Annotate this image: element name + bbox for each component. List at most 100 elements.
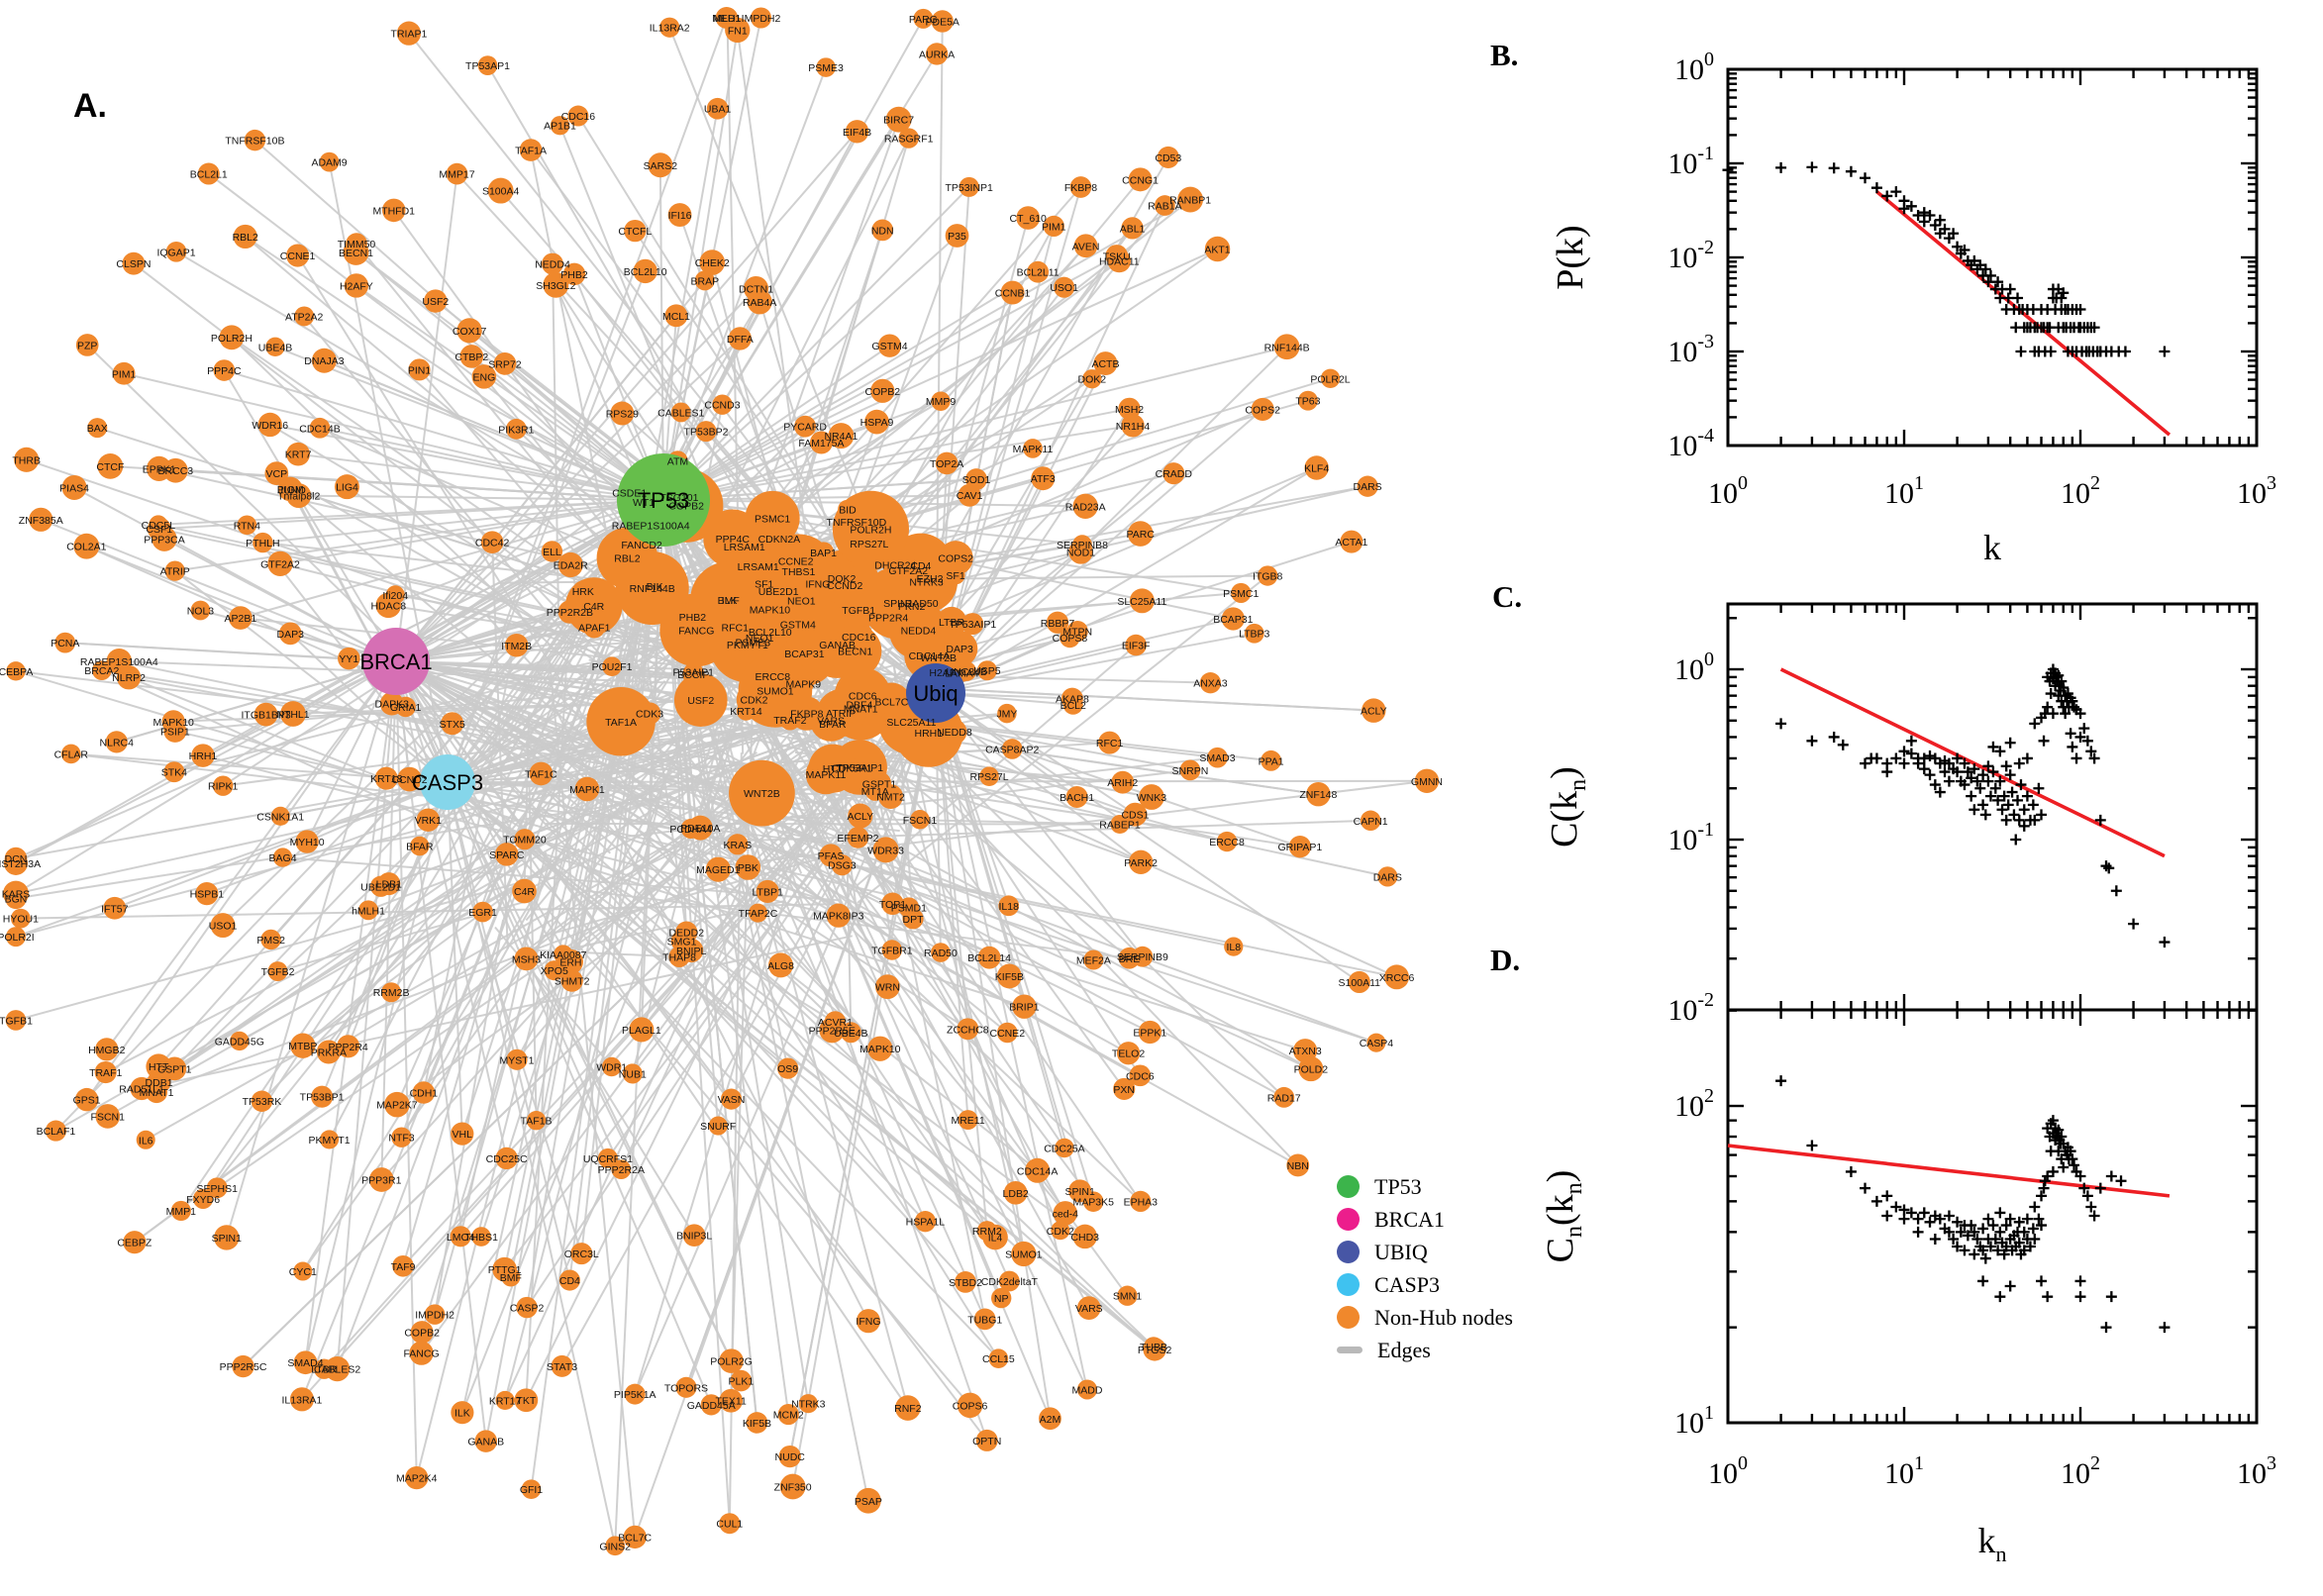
- svg-text:VARS: VARS: [817, 716, 845, 728]
- svg-text:CSNK1A1: CSNK1A1: [256, 811, 304, 823]
- svg-text:ATF3: ATF3: [1031, 473, 1056, 485]
- svg-text:kn: kn: [1978, 1521, 2007, 1566]
- svg-text:GFI1: GFI1: [520, 1484, 543, 1496]
- svg-text:THBS1: THBS1: [464, 1232, 498, 1244]
- svg-text:GINS2: GINS2: [599, 1541, 631, 1552]
- svg-text:KLF4: KLF4: [1304, 463, 1329, 475]
- svg-text:CDH1: CDH1: [410, 1088, 439, 1100]
- svg-text:ACLY: ACLY: [847, 811, 873, 823]
- svg-text:PZP: PZP: [77, 340, 97, 351]
- svg-text:TEX11: TEX11: [716, 1396, 747, 1408]
- svg-text:SHMT2: SHMT2: [555, 976, 590, 988]
- svg-text:NBN: NBN: [1287, 1160, 1309, 1172]
- svg-text:SRP72: SRP72: [488, 358, 521, 370]
- svg-text:SPIN1: SPIN1: [212, 1233, 243, 1245]
- svg-text:KRT17: KRT17: [489, 1395, 522, 1407]
- node-swatch-icon: [1337, 1208, 1360, 1231]
- svg-text:FANCG: FANCG: [403, 1348, 439, 1360]
- svg-text:CSDE1: CSDE1: [612, 487, 647, 499]
- svg-text:CDC14A: CDC14A: [909, 650, 950, 662]
- svg-text:DBF4: DBF4: [846, 699, 872, 711]
- svg-text:SPARC: SPARC: [489, 849, 525, 861]
- svg-text:STK4: STK4: [161, 767, 187, 779]
- svg-text:PPP2R2B: PPP2R2B: [547, 607, 593, 619]
- svg-text:C4R: C4R: [514, 886, 535, 898]
- svg-text:SF1: SF1: [755, 579, 773, 591]
- svg-text:CEBPZ: CEBPZ: [117, 1238, 152, 1249]
- svg-text:BAP1: BAP1: [810, 548, 837, 559]
- svg-text:TGFBR1: TGFBR1: [871, 945, 913, 956]
- svg-text:COPB2: COPB2: [865, 386, 901, 398]
- svg-text:NP: NP: [994, 1293, 1009, 1305]
- svg-text:TP53AIP1: TP53AIP1: [836, 762, 883, 774]
- svg-text:NEO1: NEO1: [787, 596, 816, 608]
- svg-text:SLC25A11: SLC25A11: [886, 717, 936, 729]
- svg-text:TP53BP1: TP53BP1: [300, 1092, 345, 1104]
- svg-text:CFLAR: CFLAR: [54, 748, 89, 760]
- svg-text:LTBR: LTBR: [311, 1364, 337, 1376]
- svg-text:PCNA: PCNA: [50, 638, 79, 649]
- svg-text:TSKU: TSKU: [1103, 250, 1131, 262]
- svg-text:DDB1: DDB1: [146, 1077, 173, 1089]
- svg-text:NTF3: NTF3: [388, 1133, 414, 1145]
- svg-text:GTF2A2: GTF2A2: [888, 565, 928, 577]
- svg-text:COPB2: COPB2: [668, 501, 704, 513]
- svg-text:MNAT1: MNAT1: [844, 703, 878, 715]
- svg-text:CDK3: CDK3: [636, 709, 663, 721]
- svg-text:ANXA3: ANXA3: [1193, 678, 1228, 690]
- legend-item-edges: Edges: [1337, 1334, 1513, 1366]
- svg-text:LDB1: LDB1: [376, 879, 402, 891]
- svg-text:PKN2: PKN2: [898, 601, 926, 613]
- svg-text:NOD1: NOD1: [1066, 547, 1095, 558]
- svg-text:BRIP1: BRIP1: [1009, 1002, 1040, 1014]
- svg-text:MLH1: MLH1: [713, 13, 741, 25]
- panel-d-plot: 100 101 102 103 102 101 kn Cn(kn): [1540, 1008, 2276, 1566]
- svg-text:TOPORS: TOPORS: [664, 1382, 708, 1394]
- svg-text:SUMO1: SUMO1: [757, 685, 794, 697]
- svg-text:POLR2H: POLR2H: [850, 524, 891, 536]
- svg-text:PIK3R1: PIK3R1: [498, 424, 534, 436]
- panel-a-label: A.: [73, 87, 107, 125]
- legend-item-tp53: TP53: [1337, 1170, 1513, 1203]
- svg-text:ZNF385A: ZNF385A: [19, 515, 63, 527]
- svg-text:TFAP2C: TFAP2C: [739, 908, 778, 920]
- svg-text:OS9: OS9: [777, 1063, 798, 1075]
- svg-text:PKMYT1: PKMYT1: [309, 1135, 351, 1147]
- svg-text:MAPK10: MAPK10: [859, 1044, 901, 1055]
- svg-text:TGFB1: TGFB1: [0, 1015, 33, 1027]
- svg-text:CHD3: CHD3: [1070, 1232, 1099, 1244]
- svg-text:PIAS4: PIAS4: [59, 482, 89, 494]
- svg-text:POLR2G: POLR2G: [710, 1356, 753, 1368]
- svg-text:PPP2R4: PPP2R4: [328, 1042, 367, 1053]
- svg-text:HSPA1L: HSPA1L: [906, 1217, 946, 1229]
- svg-text:DCN: DCN: [5, 853, 28, 865]
- svg-text:FANCG: FANCG: [678, 625, 714, 637]
- svg-text:SMN1: SMN1: [1113, 1291, 1142, 1303]
- svg-text:TOP2A: TOP2A: [930, 458, 963, 470]
- svg-text:AVEN: AVEN: [1072, 241, 1100, 252]
- svg-text:POLR2L: POLR2L: [1310, 373, 1350, 385]
- svg-text:BCLAF1: BCLAF1: [37, 1126, 76, 1138]
- svg-text:CDC5L: CDC5L: [142, 520, 176, 532]
- svg-text:AKT1: AKT1: [1204, 245, 1230, 256]
- svg-text:PDE5A: PDE5A: [925, 16, 959, 28]
- svg-text:THBS1: THBS1: [782, 566, 816, 578]
- svg-text:SERPINB8: SERPINB8: [1057, 540, 1108, 551]
- svg-text:KARS: KARS: [2, 889, 31, 901]
- svg-text:USO1: USO1: [1050, 282, 1078, 294]
- svg-text:DOK2: DOK2: [1078, 374, 1107, 386]
- svg-text:CTBP2: CTBP2: [454, 351, 488, 363]
- svg-text:103: 103: [2237, 1452, 2276, 1490]
- svg-text:KIF5B: KIF5B: [743, 1418, 771, 1430]
- svg-text:CEBPA: CEBPA: [0, 666, 33, 678]
- svg-text:MCM2: MCM2: [773, 1410, 804, 1422]
- svg-text:MTHFD1: MTHFD1: [372, 205, 415, 217]
- svg-text:PTHLH: PTHLH: [246, 538, 279, 549]
- svg-text:101: 101: [1884, 472, 1924, 510]
- svg-text:RAB4A: RAB4A: [743, 297, 776, 309]
- svg-text:BCAP31: BCAP31: [784, 648, 824, 660]
- svg-text:GSTM4: GSTM4: [780, 619, 816, 631]
- svg-text:TGFB1: TGFB1: [842, 605, 875, 617]
- svg-text:CCNB1: CCNB1: [995, 288, 1031, 300]
- svg-text:ILK: ILK: [454, 1408, 470, 1420]
